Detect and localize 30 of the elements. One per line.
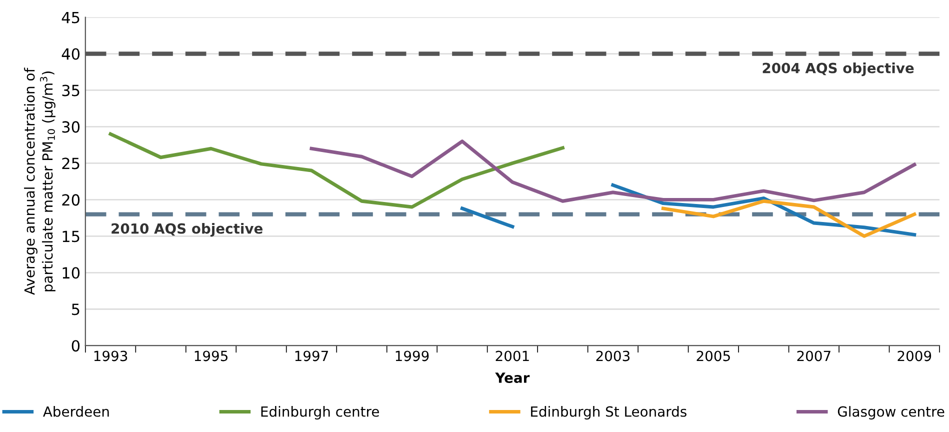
x-tick-label: 2001 xyxy=(496,350,529,362)
line-series xyxy=(310,140,916,203)
x-axis-title: Year xyxy=(495,372,530,383)
legend-label: Glasgow centre xyxy=(838,406,944,420)
y-tick-label: 0 xyxy=(72,340,80,352)
x-tick-label: 2005 xyxy=(696,350,730,362)
legend-label: Edinburgh centre xyxy=(261,406,379,420)
y-tick-label: 15 xyxy=(62,230,80,242)
y-tick-label: 5 xyxy=(72,304,80,316)
line-series xyxy=(108,132,564,209)
y-tick-label: 40 xyxy=(62,48,80,60)
y-tick-label: 35 xyxy=(62,84,80,96)
x-tick-label: 1995 xyxy=(194,350,228,362)
x-tick-label: 1993 xyxy=(94,350,128,362)
x-tick-label: 2009 xyxy=(898,350,932,362)
y-tick-label: 10 xyxy=(62,267,80,279)
x-tick-label: 2007 xyxy=(797,350,830,362)
line-series xyxy=(661,199,916,238)
legend-label: Aberdeen xyxy=(43,406,109,417)
ref-line-label: 2010 AQS objective xyxy=(112,223,263,237)
x-tick-label: 1997 xyxy=(295,350,328,362)
legend-label: Edinburgh St Leonards xyxy=(531,406,686,420)
x-tick-label: 2003 xyxy=(596,350,630,362)
y-tick-label: 25 xyxy=(62,158,80,170)
x-tick-label: 1999 xyxy=(396,350,429,362)
y-axis-title: Average annual concentration of particulate matter PM$_{10}$ (µg/m$^{3}$) xyxy=(24,68,56,295)
y-tick-label: 30 xyxy=(62,121,80,133)
ref-line-label: 2004 AQS objective xyxy=(762,62,914,76)
y-tick-label: 20 xyxy=(62,194,80,206)
y-tick-label: 45 xyxy=(62,12,80,24)
